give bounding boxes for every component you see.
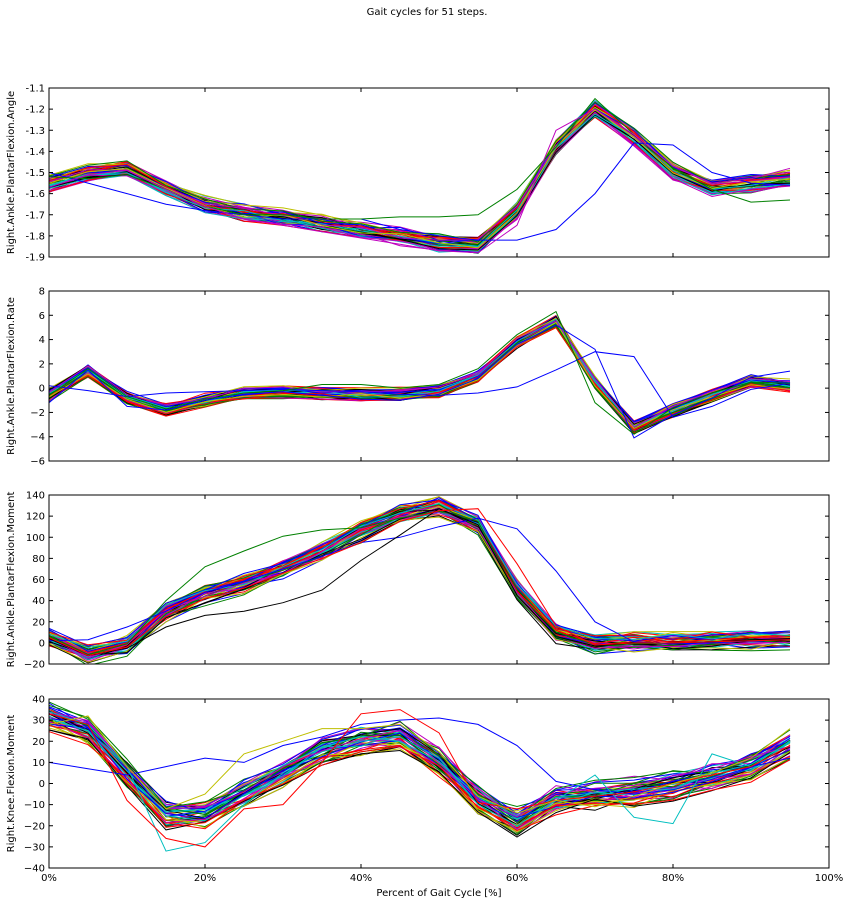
series-line	[49, 508, 791, 657]
series-line	[49, 351, 791, 418]
y-tick-label: -1.2	[25, 105, 45, 116]
y-tick-label: 100	[26, 533, 45, 544]
series-line	[49, 106, 791, 240]
y-tick-label: -1.3	[25, 126, 45, 137]
y-tick-label: 2	[39, 359, 45, 370]
series-line	[49, 713, 791, 818]
series-line	[49, 499, 791, 646]
y-tick-label: -1.7	[25, 210, 45, 221]
x-tick-label: 60%	[506, 873, 528, 884]
y-tick-label: 0	[39, 638, 45, 649]
y-tick-label: 40	[32, 695, 45, 706]
series-line	[49, 717, 791, 795]
series-line	[49, 113, 791, 247]
x-tick-label: 0%	[41, 873, 57, 884]
series-line	[49, 320, 791, 423]
series-line	[49, 321, 791, 430]
subplot-4: −40 −30 −20 −10 0 10 20 30 40 0% 20% 40% 60% 80% 100% R…	[6, 695, 843, 900]
y-tick-label: 0	[39, 779, 45, 790]
y-tick-label: 10	[32, 758, 45, 769]
series-line	[49, 709, 791, 848]
x-tick-label: 80%	[662, 873, 684, 884]
y-tick-label: −2	[30, 408, 45, 419]
y-axis-label: Right.Ankle.PlantarFlexion.Moment	[6, 492, 17, 668]
series-line	[49, 503, 791, 649]
y-tick-label: 140	[26, 491, 45, 502]
y-tick-label: 30	[32, 716, 45, 727]
y-tick-label: −20	[24, 660, 45, 671]
series-line	[49, 320, 791, 428]
series-line	[49, 731, 791, 828]
series-line	[49, 499, 791, 647]
series-line	[49, 729, 791, 838]
y-axis-label: Right.Ankle.PlantarFlexion.Angle	[6, 91, 17, 254]
series-line	[49, 718, 791, 817]
y-axis-label: Right.Knee.Flexion.Moment	[6, 715, 17, 853]
series-group	[49, 310, 791, 439]
y-tick-label: 8	[39, 287, 45, 298]
y-tick-label: −40	[24, 864, 45, 875]
y-tick-label: −30	[24, 842, 45, 853]
y-tick-label: −10	[24, 800, 45, 811]
y-tick-label: -1.1	[25, 84, 45, 95]
series-line	[49, 715, 791, 814]
subplot-1: -1.9 -1.8 -1.7 -1.6 -1.5 -1.4 -1.3 -1.2 -1.1 Righ…	[6, 84, 830, 264]
y-tick-label: 120	[26, 512, 45, 523]
series-group	[49, 701, 791, 852]
y-tick-label: -1.9	[25, 253, 45, 264]
x-tick-label: 20%	[194, 873, 216, 884]
subplot-3: −20 0 20 40 60 80 100 120 140 Right.Ankle.Plantar…	[6, 491, 830, 671]
y-tick-label: -1.6	[25, 189, 45, 200]
subplot-2: −6 −4 −2 0 2 4 6 8 Right.Ankle.PlantarFlexion.Ra…	[6, 287, 830, 468]
series-group	[49, 495, 791, 664]
y-tick-label: 0	[39, 384, 45, 395]
series-line	[49, 725, 791, 829]
y-tick-label: 40	[32, 596, 45, 607]
series-line	[49, 497, 791, 652]
x-axis-label: Percent of Gait Cycle [%]	[376, 888, 501, 899]
series-line	[49, 721, 791, 830]
y-axis-label: Right.Ankle.PlantarFlexion.Rate	[6, 297, 17, 455]
series-line	[49, 516, 791, 663]
y-tick-label: -1.5	[25, 168, 45, 179]
figure-title: Gait cycles for 51 steps.	[367, 7, 488, 18]
y-tick-label: −20	[24, 821, 45, 832]
x-tick-label: 100%	[815, 873, 844, 884]
series-line	[49, 108, 791, 254]
x-tick-label: 40%	[350, 873, 372, 884]
axes-frame	[48, 290, 830, 462]
series-line	[49, 109, 791, 249]
series-group	[49, 97, 791, 254]
y-tick-label: 60	[32, 575, 45, 586]
y-tick-label: 20	[32, 737, 45, 748]
y-tick-label: 20	[32, 617, 45, 628]
y-tick-label: -1.4	[25, 147, 45, 158]
y-tick-label: −6	[30, 457, 45, 468]
series-line	[49, 310, 791, 435]
series-line	[49, 142, 791, 241]
y-tick-label: 4	[39, 335, 45, 346]
series-line	[49, 722, 791, 835]
series-line	[49, 324, 791, 439]
series-line	[49, 507, 791, 656]
series-line	[49, 711, 791, 852]
y-tick-label: 6	[39, 311, 45, 322]
y-tick-label: -1.8	[25, 231, 45, 242]
y-tick-label: −4	[30, 432, 45, 443]
y-tick-label: 80	[32, 554, 45, 565]
